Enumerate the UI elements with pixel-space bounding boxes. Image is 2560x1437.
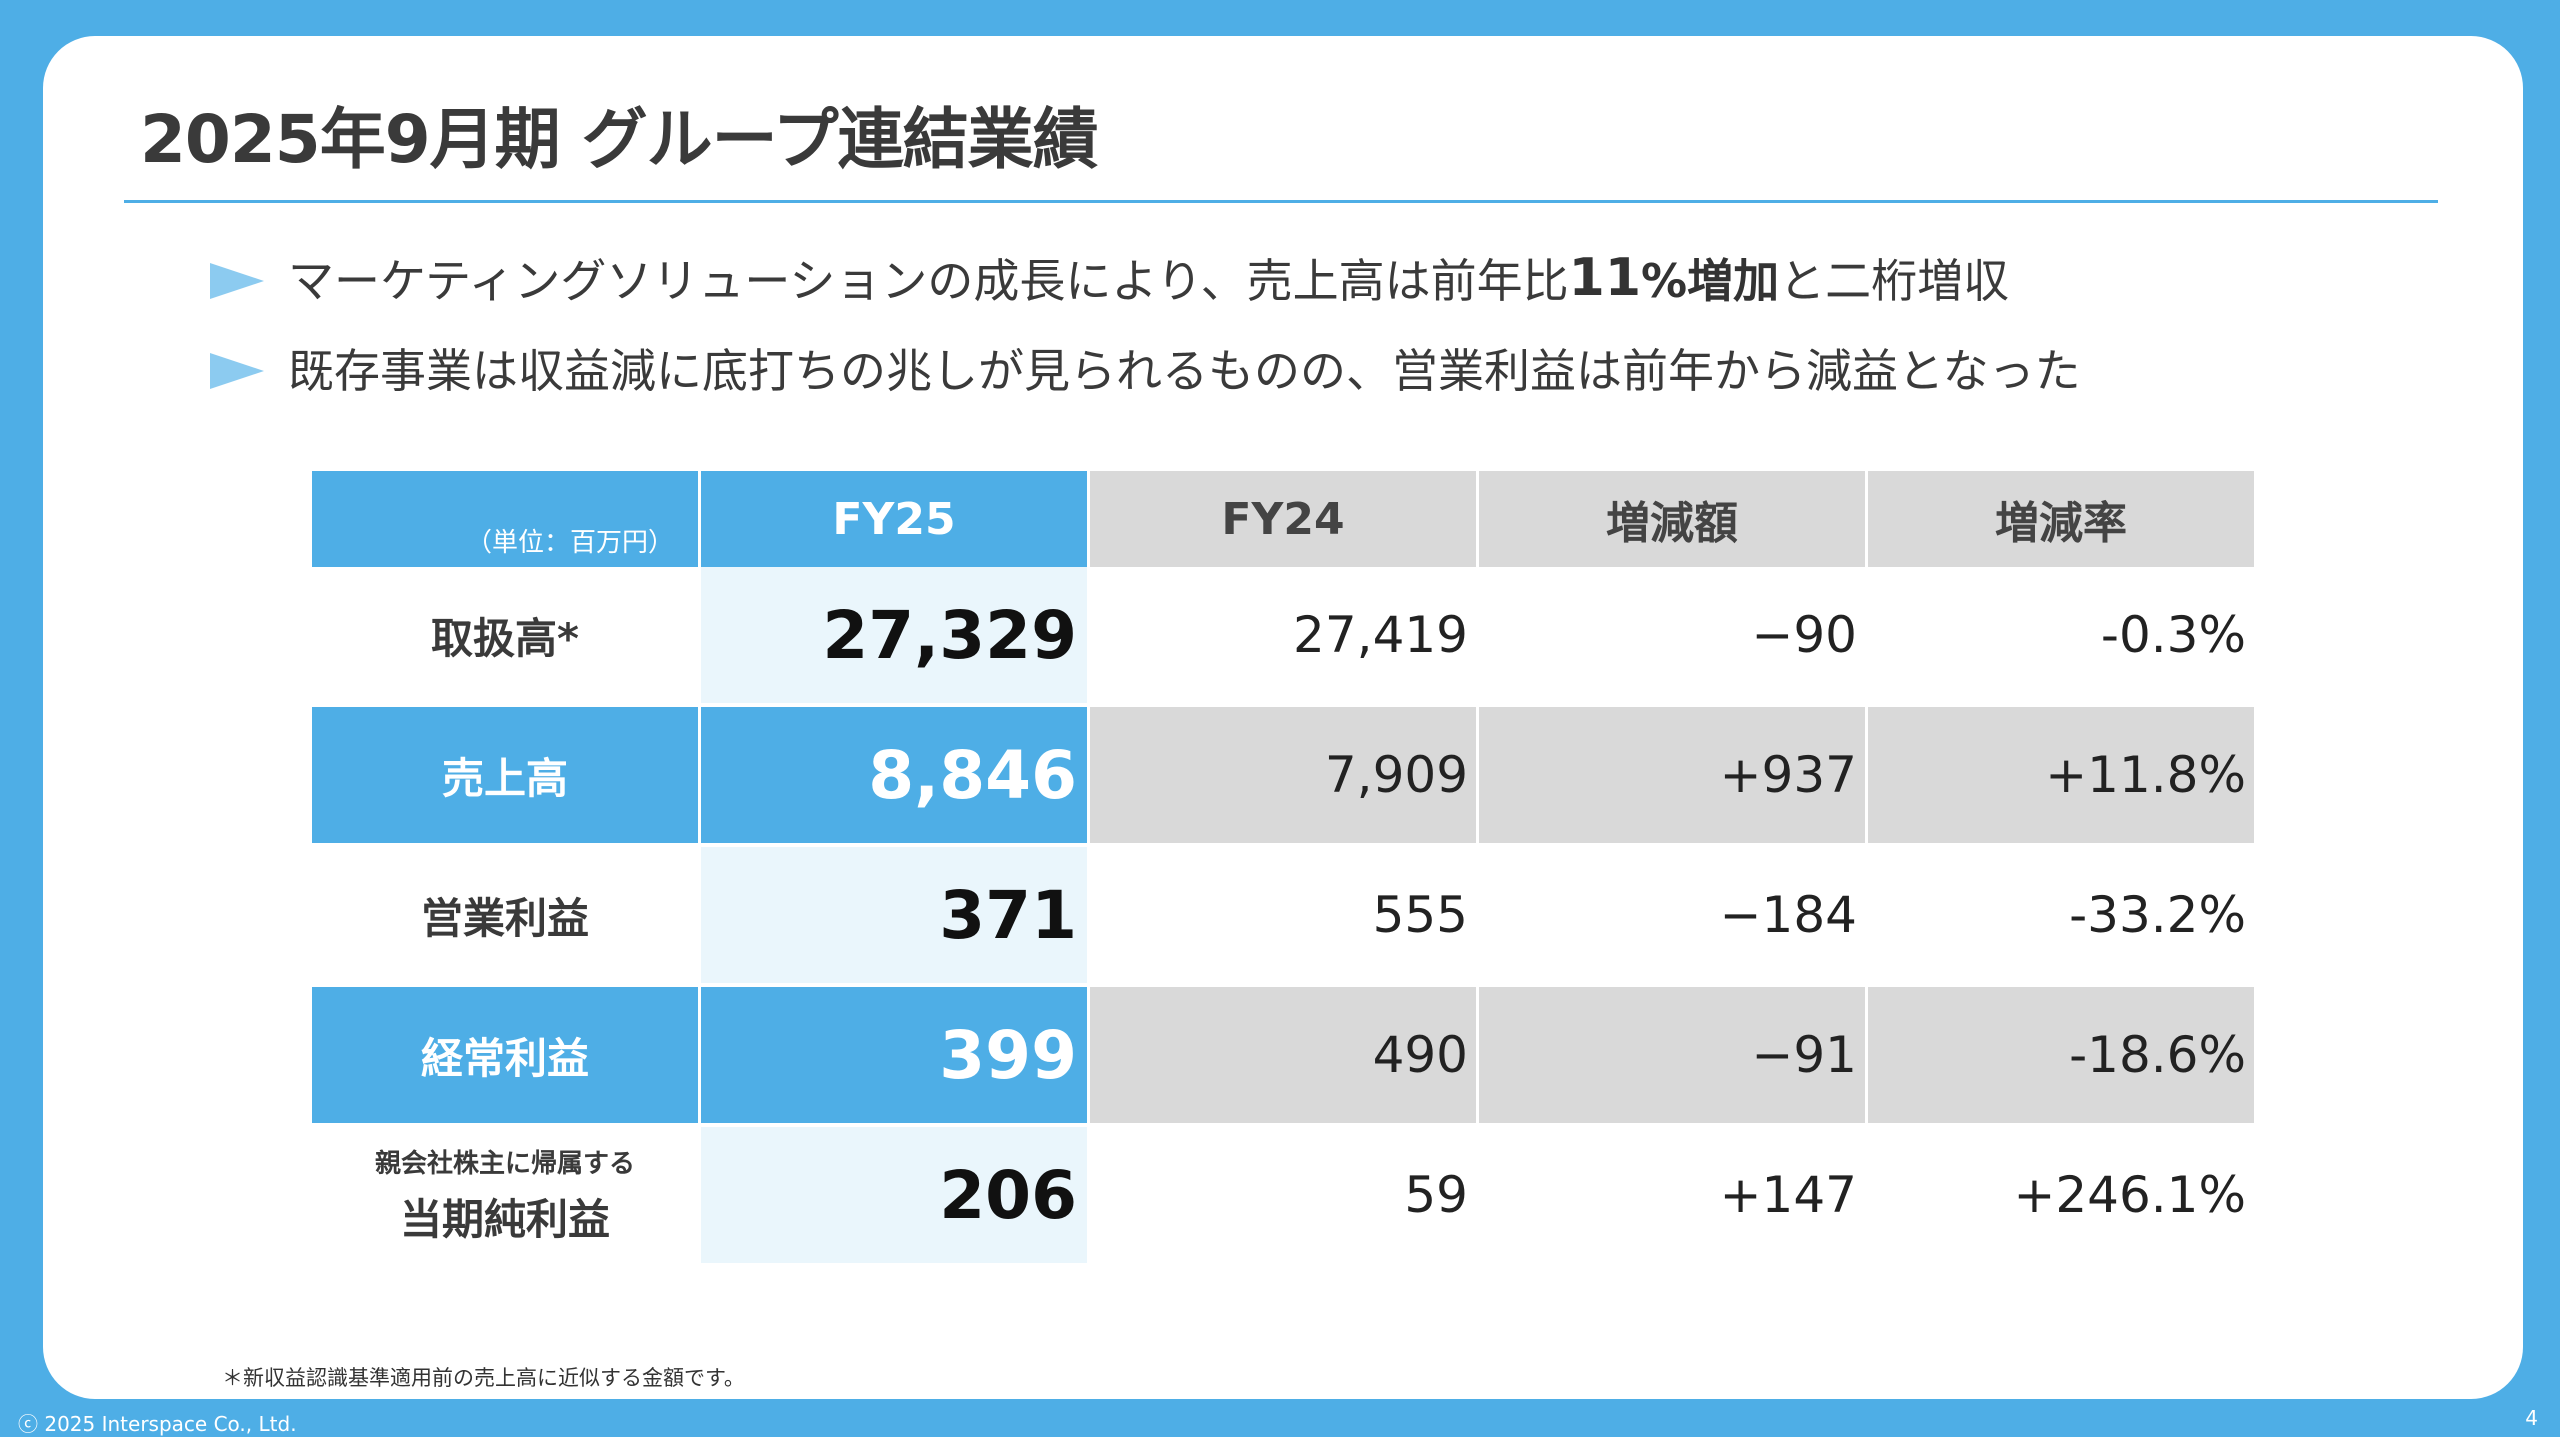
diff-value: −90 (1751, 606, 1857, 664)
row-label-small: 親会社株主に帰属する (374, 1149, 635, 1179)
footnote: ＊新収益認識基準適用前の売上高に近似する金額です。 (222, 1366, 745, 1390)
fy24-value: 59 (1090, 1123, 1476, 1263)
header-fy25: FY25 (701, 471, 1087, 567)
diff-value: −184 (1479, 843, 1865, 983)
triangle-arrow-icon (210, 353, 264, 389)
header-rate: 増減率 (1868, 471, 2254, 567)
bullet-item: 既存事業は収益減に底打ちの兆しが見られるものの、営業利益は前年から減益となった (210, 338, 2081, 398)
fy25-value: 399 (701, 983, 1087, 1123)
title-divider (124, 200, 2438, 203)
row-label: 売上高 (312, 703, 698, 843)
bullet-list: マーケティングソリューションの成長により、売上高は前年比 11 %増加 と二桁増収 既… (210, 248, 2081, 428)
row-label: 取扱高* (431, 613, 579, 663)
header-fy24: FY24 (1090, 471, 1476, 567)
table-row: 売上高 8,846 7,909 +937 +11.8% (312, 703, 2254, 843)
bullet-text: 既存事業は収益減に底打ちの兆しが見られるものの、営業利益は前年から減益となった (288, 344, 2081, 398)
row-label-main: 当期純利益 (399, 1195, 610, 1244)
row-label: 営業利益 (312, 843, 698, 983)
bullet-text-pre: マーケティングソリューションの成長により、売上高は前年比 (288, 254, 1569, 308)
fy25-value: 8,846 (701, 703, 1087, 843)
triangle-arrow-icon (210, 263, 264, 299)
unit-label: （単位：百万円） (312, 471, 698, 567)
table-row: 取扱高* 27,329 27,419 −90 -0.3% (312, 567, 2254, 703)
results-table: （単位：百万円） FY25 FY24 増減額 増減率 取扱高* 27,329 2… (309, 471, 2257, 1263)
bullet-emphasis-percent: %増加 (1641, 254, 1780, 308)
bullet-item: マーケティングソリューションの成長により、売上高は前年比 11 %増加 と二桁増収 (210, 248, 2081, 308)
header-diff: 増減額 (1479, 471, 1865, 567)
fy25-value: 371 (701, 843, 1087, 983)
diff-value: −91 (1479, 983, 1865, 1123)
rate-value: -0.3% (2100, 606, 2246, 664)
fy24-value: 7,909 (1090, 703, 1476, 843)
fy25-value: 27,329 (701, 567, 1087, 703)
bullet-text-post: と二桁増収 (1779, 254, 2010, 308)
table-row: 経常利益 399 490 −91 -18.6% (312, 983, 2254, 1123)
diff-value: +937 (1479, 703, 1865, 843)
table-header-row: （単位：百万円） FY25 FY24 増減額 増減率 (312, 471, 2254, 567)
row-label: 親会社株主に帰属する 当期純利益 (312, 1123, 698, 1263)
diff-value: +147 (1479, 1123, 1865, 1263)
rate-value: -33.2% (1868, 843, 2254, 983)
bullet-emphasis-number: 11 (1568, 248, 1642, 308)
rate-value: +11.8% (1868, 703, 2254, 843)
page-title: 2025年9月期 グループ連結業績 (140, 101, 1099, 178)
table-row: 営業利益 371 555 −184 -33.2% (312, 843, 2254, 983)
rate-value: +246.1% (1868, 1123, 2254, 1263)
page-number: 4 (2525, 1406, 2538, 1430)
rate-value: -18.6% (1868, 983, 2254, 1123)
fy25-value: 206 (701, 1123, 1087, 1263)
fy24-value: 27,419 (1293, 606, 1468, 664)
fy24-value: 555 (1090, 843, 1476, 983)
copyright: ⓒ 2025 Interspace Co., Ltd. (18, 1412, 297, 1436)
fy24-value: 490 (1090, 983, 1476, 1123)
row-label: 経常利益 (312, 983, 698, 1123)
table-row: 親会社株主に帰属する 当期純利益 206 59 +147 +246.1% (312, 1123, 2254, 1263)
